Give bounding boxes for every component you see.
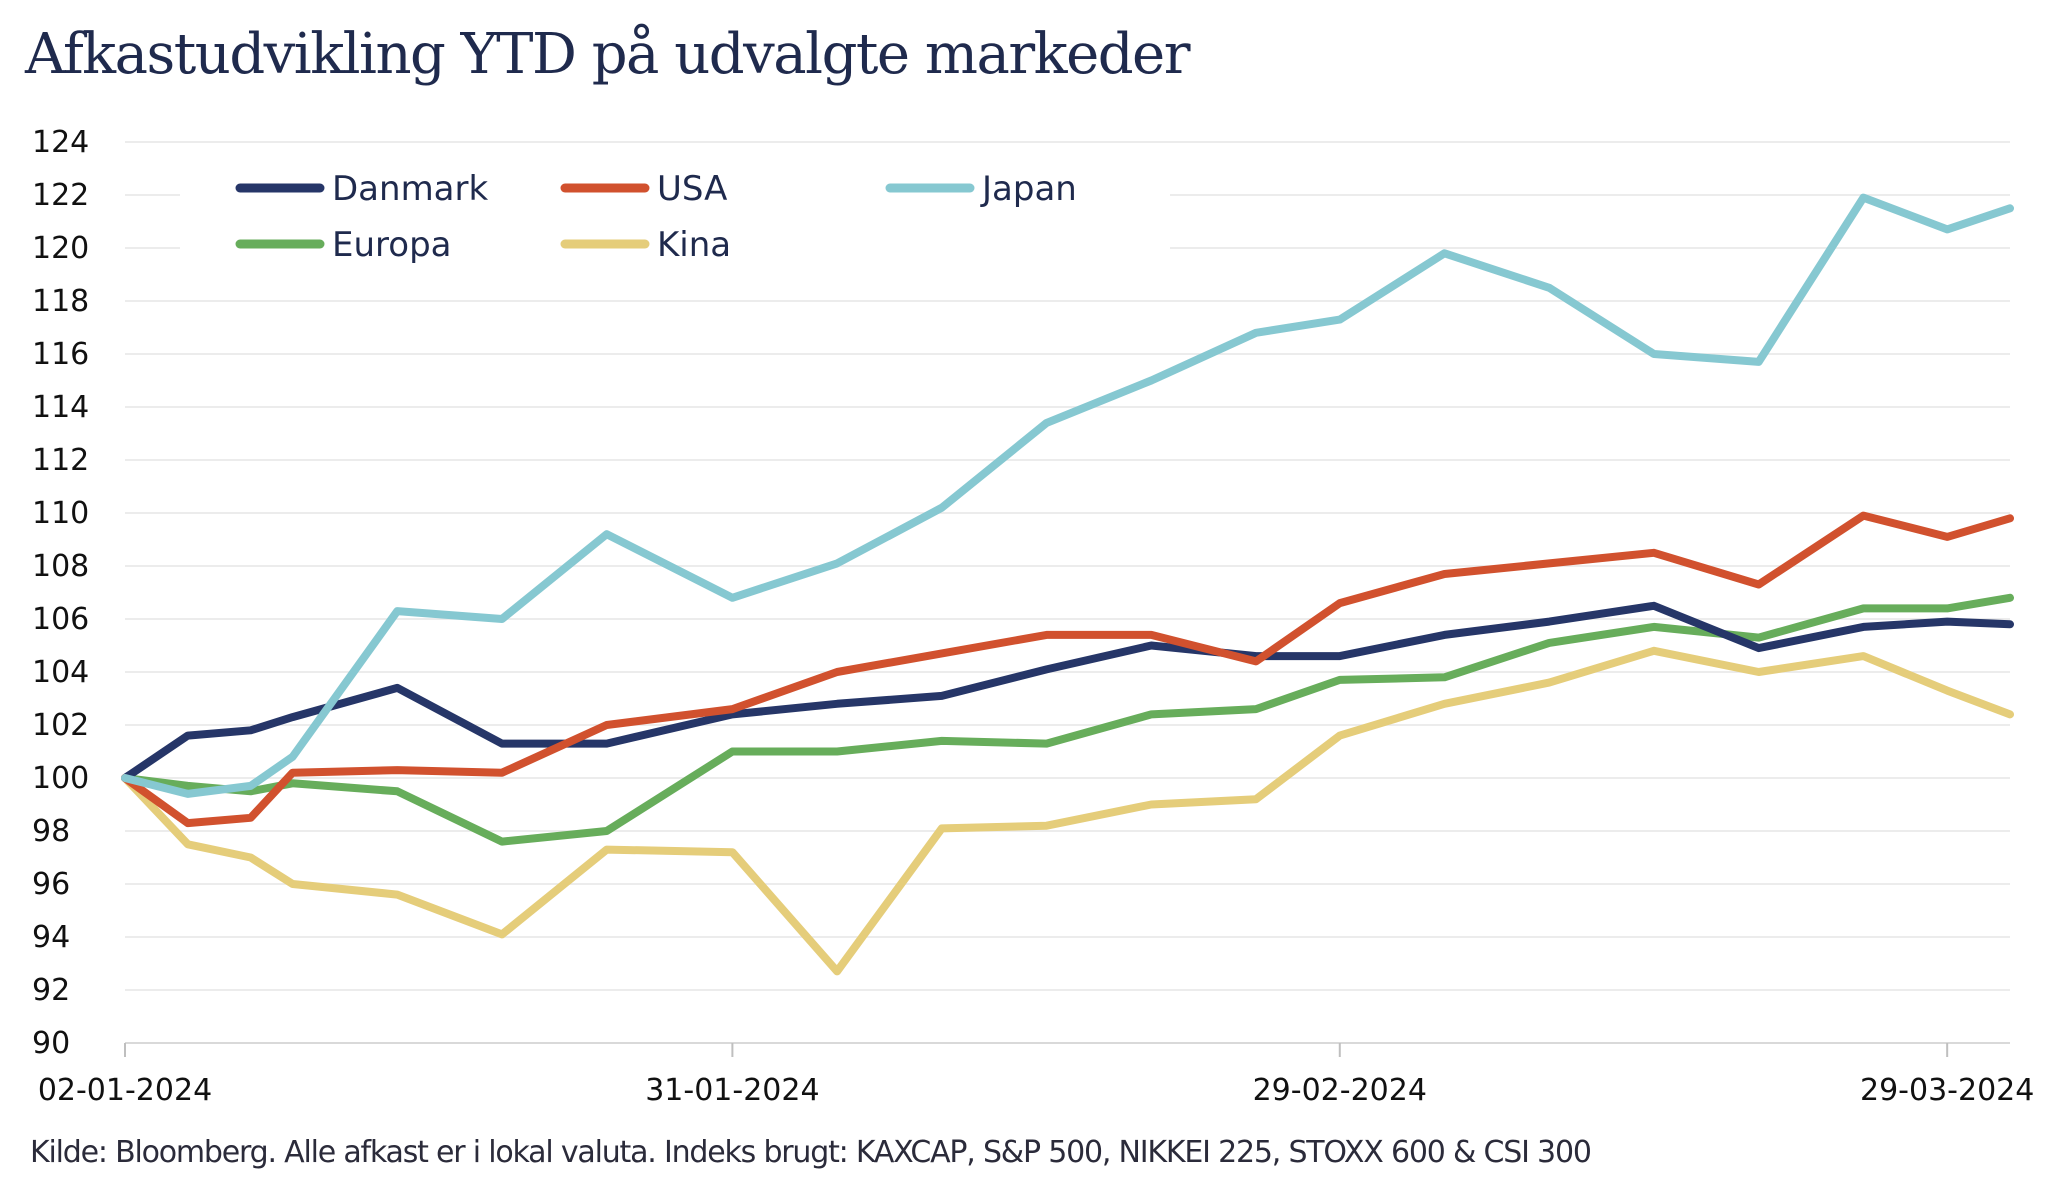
x-tick-label: 02-01-2024 — [38, 1073, 212, 1108]
x-tick-label: 29-03-2024 — [1860, 1073, 2034, 1108]
legend-label-europa: Europa — [332, 225, 451, 265]
chart-title: Afkastudvikling YTD på udvalgte markeder — [25, 22, 1190, 87]
y-tick-label: 104 — [32, 655, 89, 690]
y-axis-ticks: 90 92 94 96 98 100 102 104 106 108 110 112 114 116 118… — [32, 125, 89, 1061]
y-tick-label: 124 — [32, 125, 89, 160]
series-line-japan — [121, 193, 2014, 798]
series-lines — [121, 193, 2014, 976]
legend-label-kina: Kina — [657, 225, 731, 265]
legend-label-japan: Japan — [980, 169, 1077, 209]
source-note: Kilde: Bloomberg. Alle afkast er i lokal… — [30, 1135, 1592, 1170]
y-tick-label: 118 — [32, 284, 89, 319]
y-tick-label: 92 — [32, 973, 70, 1008]
y-tick-label: 114 — [32, 390, 89, 425]
y-tick-label: 106 — [32, 602, 89, 637]
x-axis: 02-01-2024 31-01-2024 29-02-2024 29-03-2024 — [38, 1042, 2034, 1108]
x-tick-label: 31-01-2024 — [645, 1073, 819, 1108]
legend-label-usa: USA — [657, 169, 727, 209]
y-tick-label: 96 — [32, 867, 70, 902]
y-tick-label: 116 — [32, 337, 89, 372]
legend-background — [180, 150, 1170, 275]
legend-label-danmark: Danmark — [332, 169, 488, 209]
y-tick-label: 100 — [32, 761, 89, 796]
y-tick-label: 98 — [32, 814, 70, 849]
y-tick-label: 94 — [32, 920, 70, 955]
y-tick-label: 90 — [32, 1026, 70, 1061]
x-tick-label: 29-02-2024 — [1253, 1073, 1427, 1108]
y-tick-label: 102 — [32, 708, 89, 743]
y-tick-label: 108 — [32, 549, 89, 584]
legend: Danmark USA Japan Europa Kina — [180, 150, 1170, 275]
y-tick-label: 112 — [32, 443, 89, 478]
y-tick-label: 120 — [32, 231, 89, 266]
series-line-kina — [121, 646, 2014, 976]
y-tick-label: 110 — [32, 496, 89, 531]
series-line-usa — [121, 511, 2014, 828]
y-tick-label: 122 — [32, 178, 89, 213]
gridlines — [125, 141, 2010, 1044]
